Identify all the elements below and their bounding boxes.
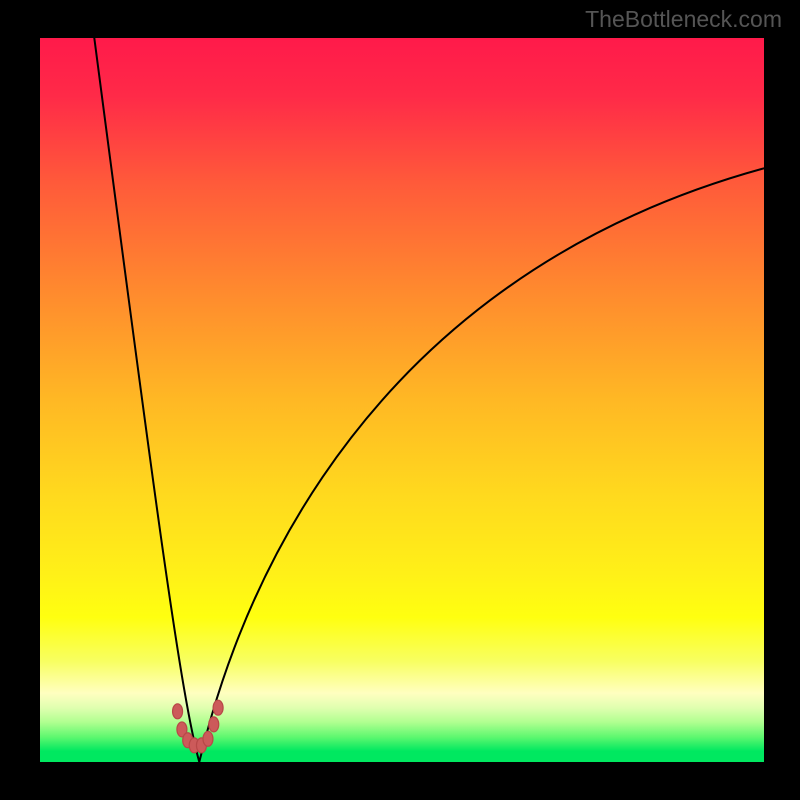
chart-root: TheBottleneck.com [0, 0, 800, 800]
marker-point [173, 704, 183, 719]
plot-area [40, 38, 764, 762]
watermark-text: TheBottleneck.com [585, 6, 782, 33]
marker-point [209, 717, 219, 732]
marker-point [213, 700, 223, 715]
gradient-background [40, 38, 764, 762]
marker-point [203, 731, 213, 746]
